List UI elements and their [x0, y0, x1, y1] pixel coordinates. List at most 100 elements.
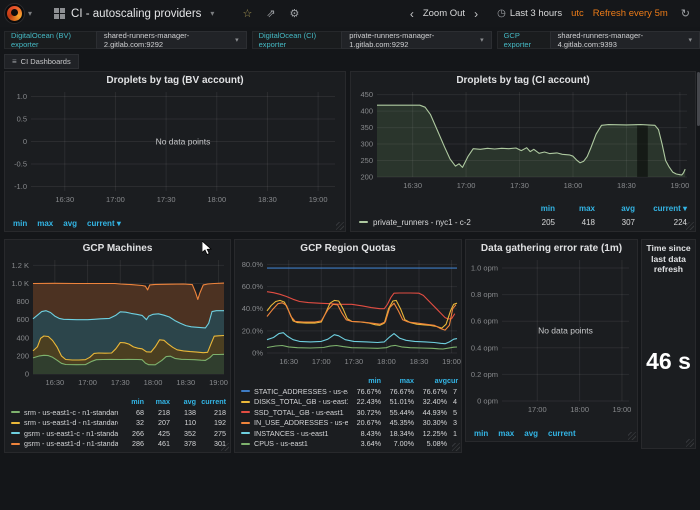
gcp-machines-chart[interactable]: 1.2 K 1.0 K 800 600 400 200 0 16:30 17:00 17:30 18… [5, 254, 230, 396]
scrollbar[interactable] [697, 72, 700, 126]
resize-handle[interactable] [628, 432, 636, 440]
panel-title[interactable]: Droplets by tag (BV account) [106, 75, 244, 86]
col-max[interactable]: max [578, 203, 595, 213]
legend-max[interactable]: max [498, 428, 515, 438]
series-label[interactable]: IN_USE_ADDRESSES - us-east1 [254, 418, 348, 428]
zoom-out-button[interactable]: Zoom Out [422, 8, 466, 19]
svg-text:1.0 K: 1.0 K [11, 279, 29, 288]
zoom-out-left-chevron-icon[interactable]: ‹ [409, 6, 414, 21]
stat-current: 4 [453, 397, 457, 407]
panel-title[interactable]: Time since last data refresh [646, 243, 691, 275]
stat-avg: 44.93% [422, 407, 447, 417]
share-icon[interactable]: ⇗ [266, 8, 276, 20]
star-icon[interactable]: ☆ [242, 8, 253, 20]
series-swatch-icon [359, 221, 368, 223]
resize-handle[interactable] [452, 443, 460, 451]
svg-text:16:30: 16:30 [403, 181, 422, 190]
panel-title[interactable]: GCP Machines [82, 243, 153, 254]
svg-text:19:00: 19:00 [442, 357, 461, 366]
legend-col-max[interactable]: max [155, 397, 170, 407]
dashboard-title: CI - autoscaling providers [71, 7, 202, 20]
series-label[interactable]: DISKS_TOTAL_GB - us-east1 [254, 397, 348, 407]
stat-min: 20.67% [356, 418, 381, 428]
stat-avg: 352 [184, 428, 196, 438]
series-label[interactable]: srm - us-east1-c - n1-standard-1 [24, 407, 118, 417]
legend-col-current[interactable]: current [201, 397, 226, 407]
stat-min: 8.43% [360, 428, 381, 438]
droplets-bv-chart[interactable]: 1.0 0.5 0 -0.5 -1.0 16:30 17:00 17:30 18:00 18:30… [5, 86, 345, 215]
gcp-quotas-chart[interactable]: 80.0% 60.0% 40.0% 20.0% 0% 16:30 17:00 17:30 18:… [235, 254, 461, 375]
variable-label: DigitalOcean (BV) exporter [4, 31, 96, 49]
stat-max: 51.01% [389, 397, 414, 407]
legend-stat-toggles: min max avg current [466, 425, 637, 441]
legend-current[interactable]: current ▾ [87, 218, 121, 228]
svg-text:0%: 0% [252, 349, 263, 358]
svg-text:80.0%: 80.0% [242, 260, 264, 269]
panel-title[interactable]: Data gathering error rate (1m) [480, 243, 623, 254]
resize-handle[interactable] [221, 443, 229, 451]
grafana-logo[interactable] [4, 3, 25, 24]
svg-text:0 opm: 0 opm [477, 397, 498, 406]
legend-max[interactable]: max [37, 218, 54, 228]
col-min[interactable]: min [540, 203, 555, 213]
svg-text:200: 200 [360, 173, 373, 182]
series-label[interactable]: CPUS - us-east1 [254, 439, 308, 449]
col-current[interactable]: current ▾ [653, 203, 687, 213]
dashboard-grid-icon [54, 8, 66, 19]
col-avg[interactable]: avg [621, 203, 635, 213]
svg-text:19:00: 19:00 [209, 378, 228, 387]
legend-current[interactable]: current [548, 428, 576, 438]
series-label[interactable]: SSD_TOTAL_GB - us-east1 [254, 407, 344, 417]
panel-droplets-bv: Droplets by tag (BV account) 1.0 0.5 0 -0.5… [4, 71, 346, 232]
chevron-down-icon: ▾ [682, 203, 687, 213]
grafana-logo-swirl [7, 6, 22, 21]
panel-title[interactable]: Droplets by tag (CI account) [456, 75, 590, 86]
panel-title[interactable]: GCP Region Quotas [300, 243, 396, 254]
legend-col-cur[interactable]: cur [447, 376, 459, 386]
legend-col-max[interactable]: max [399, 376, 414, 386]
time-controls: ‹ Zoom Out › ◷ Last 3 hours utc Refresh … [410, 7, 690, 21]
legend-min[interactable]: min [474, 428, 489, 438]
series-label[interactable]: INSTANCES - us-east1 [254, 428, 329, 438]
stat-min: 266 [132, 428, 144, 438]
stat-max: 55.44% [389, 407, 414, 417]
dashboard-picker[interactable]: CI - autoscaling providers ▾ [54, 8, 220, 20]
variable-value: shared-runners-manager-4.gitlab.com:9393 [557, 31, 644, 49]
refresh-interval-button[interactable]: Refresh every 5m [592, 8, 668, 19]
legend-avg[interactable]: avg [63, 218, 78, 228]
legend-avg[interactable]: avg [524, 428, 539, 438]
series-label[interactable]: private_runners - nyc1 - c-2 [359, 218, 515, 227]
legend-min[interactable]: min [13, 218, 28, 228]
legend-col-min[interactable]: min [368, 376, 381, 386]
svg-text:0.4 opm: 0.4 opm [471, 343, 498, 352]
timezone-label[interactable]: utc [571, 8, 584, 19]
svg-text:250: 250 [360, 156, 373, 165]
legend-col-avg[interactable]: avg [434, 376, 447, 386]
gear-icon[interactable]: ⚙ [289, 8, 300, 20]
svg-text:40.0%: 40.0% [242, 304, 264, 313]
stat-max: 418 [581, 217, 595, 227]
error-rate-chart[interactable]: 1.0 opm 0.8 opm 0.6 opm 0.4 opm 0.2 opm 0 opm… [466, 254, 637, 425]
refresh-icon[interactable]: ↻ [680, 8, 690, 20]
logo-caret-icon[interactable]: ▾ [28, 9, 33, 18]
series-label[interactable]: STATIC_ADDRESSES - us-east1 [254, 386, 348, 396]
variable-dropdown[interactable]: shared-runners-manager-2.gitlab.com:9292… [95, 31, 247, 49]
series-label[interactable]: gsrm - us-east1-d - n1-standard-2 [24, 439, 118, 449]
droplets-ci-chart[interactable]: 450 400 350 300 250 200 16:30 17:00 17:30 18:00 18… [351, 86, 695, 201]
series-swatch-icon [241, 390, 250, 393]
variable-dropdown[interactable]: private-runners-manager-1.gitlab.com:929… [341, 31, 492, 49]
legend-col-avg[interactable]: avg [183, 397, 196, 407]
svg-text:18:00: 18:00 [564, 181, 583, 190]
resize-handle[interactable] [686, 222, 694, 230]
series-label[interactable]: gsrm - us-east1-c - n1-standard-2 [24, 428, 118, 438]
variable-dropdown[interactable]: shared-runners-manager-4.gitlab.com:9393… [549, 31, 700, 49]
legend-row: srm - us-east1-d - n1-standard-1 32 207 110… [11, 418, 226, 429]
zoom-out-right-chevron-icon[interactable]: › [474, 6, 479, 21]
series-label[interactable]: srm - us-east1-d - n1-standard-1 [24, 418, 118, 428]
time-range-picker[interactable]: ◷ Last 3 hours [497, 8, 562, 19]
ci-dashboards-button[interactable]: ≡ CI Dashboards [4, 54, 79, 69]
resize-handle[interactable] [686, 439, 694, 447]
resize-handle[interactable] [336, 222, 344, 230]
legend-col-min[interactable]: min [131, 397, 144, 407]
